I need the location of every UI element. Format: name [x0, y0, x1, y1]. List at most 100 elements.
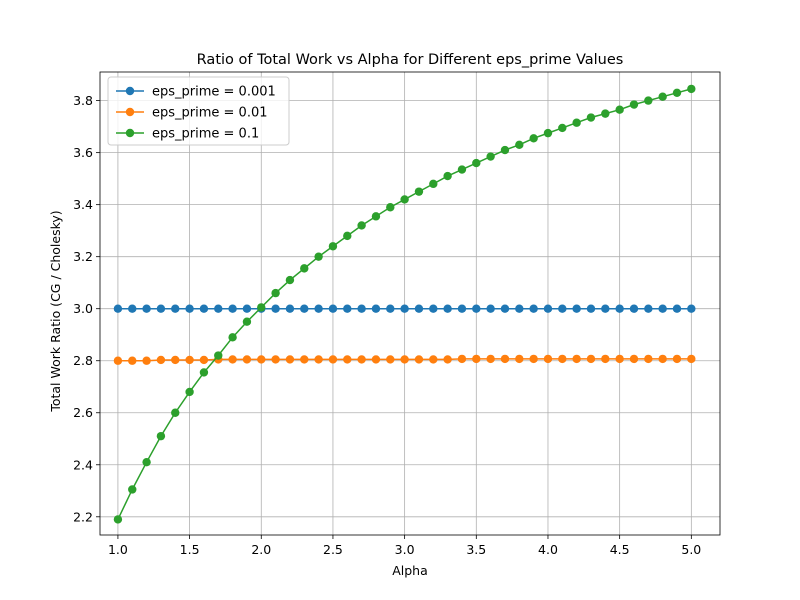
y-tick-label: 3.0: [73, 301, 93, 316]
x-tick-label: 3.5: [466, 542, 486, 557]
data-point: [629, 304, 639, 313]
data-point: [171, 304, 180, 313]
data-point: [572, 304, 581, 313]
data-point: [414, 355, 424, 364]
x-tick-label: 5.0: [681, 542, 701, 557]
data-point: [156, 355, 166, 365]
data-point: [300, 304, 309, 313]
legend-label: eps_prime = 0.1: [152, 127, 259, 142]
data-point: [400, 304, 409, 313]
data-point: [500, 304, 510, 313]
data-point: [687, 354, 696, 364]
data-point: [500, 354, 510, 364]
data-point: [199, 304, 209, 313]
data-point: [457, 165, 467, 174]
x-tick-label: 2.5: [323, 542, 343, 557]
data-point: [228, 304, 237, 313]
data-point: [629, 100, 639, 109]
data-point: [644, 304, 653, 313]
data-point: [285, 355, 295, 364]
x-tick-label: 2.0: [251, 542, 271, 557]
data-point: [242, 355, 252, 364]
data-point: [185, 355, 194, 365]
data-point: [486, 152, 495, 161]
data-point: [285, 304, 295, 313]
data-point: [558, 354, 567, 364]
data-point: [486, 354, 495, 364]
legend-marker: [125, 128, 135, 138]
data-point: [386, 304, 395, 313]
data-point: [171, 355, 180, 365]
data-point: [199, 368, 209, 377]
data-point: [457, 354, 467, 364]
data-point: [457, 304, 467, 313]
data-point: [228, 333, 237, 342]
data-point: [572, 118, 581, 127]
legend-box: [107, 76, 290, 146]
data-point: [228, 355, 237, 364]
data-point: [558, 304, 567, 313]
data-point: [242, 317, 252, 326]
data-point: [113, 356, 123, 365]
data-point: [357, 304, 366, 313]
x-tick-label: 1.5: [180, 542, 200, 557]
data-point: [472, 354, 481, 364]
data-point: [242, 304, 252, 313]
x-tick-label: 3.0: [395, 542, 415, 557]
y-tick-label: 2.8: [73, 353, 93, 368]
data-point: [515, 354, 524, 364]
legend-label: eps_prime = 0.01: [152, 106, 268, 121]
legend-marker: [125, 86, 135, 96]
data-point: [644, 354, 653, 364]
data-point: [343, 231, 352, 241]
data-point: [257, 303, 266, 312]
data-point: [601, 354, 610, 364]
x-axis-label: Alpha: [392, 563, 428, 578]
series-1: [113, 304, 696, 313]
data-point: [271, 288, 280, 298]
data-point: [672, 88, 682, 98]
x-tick-label: 4.5: [610, 542, 630, 557]
y-tick-label: 3.2: [73, 249, 93, 264]
data-point: [572, 354, 581, 364]
data-point: [386, 203, 395, 212]
data-point: [128, 304, 137, 313]
data-point: [658, 304, 667, 313]
data-point: [185, 387, 194, 397]
data-point: [515, 304, 524, 313]
plot-frame: [99, 71, 721, 536]
legend: eps_prime = 0.001 eps_prime = 0.01 eps_pri…: [107, 76, 290, 146]
data-point: [543, 304, 553, 313]
data-point: [486, 304, 495, 313]
data-point: [615, 304, 624, 313]
y-axis-label: Total Work Ratio (CG / Cholesky): [48, 210, 63, 412]
legend-entry: eps_prime = 0.1: [116, 127, 259, 142]
legend-entries: eps_prime = 0.001 eps_prime = 0.01 eps_pri…: [116, 85, 276, 142]
data-point: [357, 355, 366, 364]
data-point: [271, 355, 280, 364]
data-point: [156, 431, 166, 441]
data-point: [400, 355, 409, 364]
data-point: [171, 408, 180, 417]
data-point: [128, 356, 137, 365]
data-point: [586, 113, 596, 122]
legend-entry: eps_prime = 0.01: [116, 106, 268, 121]
data-point: [472, 158, 481, 168]
y-tick-label: 3.4: [73, 197, 93, 212]
data-point: [214, 351, 223, 360]
data-point: [328, 242, 338, 251]
data-point: [443, 304, 452, 313]
y-tick-label: 3.6: [73, 145, 93, 160]
data-point: [429, 355, 438, 364]
data-point: [314, 304, 323, 313]
data-point: [601, 304, 610, 313]
data-point: [443, 171, 452, 181]
y-tick-label: 2.6: [73, 405, 93, 420]
data-point: [142, 457, 151, 467]
series-layer: [113, 84, 696, 524]
legend-marker: [125, 107, 135, 117]
data-point: [500, 145, 510, 155]
y-tick-label: 2.2: [73, 509, 93, 524]
ticks: 1.0 1.5 2.0 2.5 3.0 3.5 4.0 4.5 5.0 2.2 2.4 2.6 2.8 3…: [73, 93, 701, 557]
y-tick-label: 2.4: [73, 457, 93, 472]
